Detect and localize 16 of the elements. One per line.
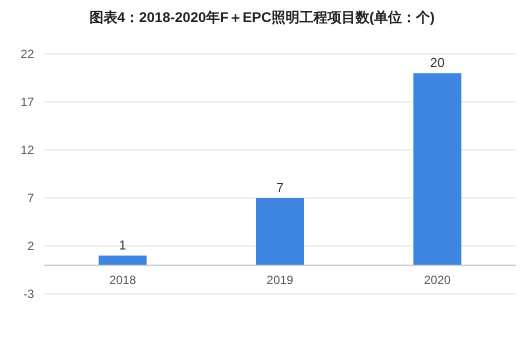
chart-title: 图表4：2018-2020年F＋EPC照明工程项目数(单位：个) [89, 9, 435, 25]
data-label: 1 [119, 238, 126, 253]
bar [256, 198, 304, 266]
y-tick-label: 2 [27, 239, 34, 253]
x-tick-label: 2020 [424, 273, 452, 288]
data-label: 7 [276, 180, 284, 195]
y-tick-label: 17 [20, 95, 34, 109]
bar [98, 256, 147, 266]
y-tick-label: 12 [20, 143, 34, 157]
x-tick-label: 2019 [266, 273, 294, 288]
x-tick-label: 2018 [109, 273, 136, 288]
y-tick-label: 7 [27, 191, 34, 205]
y-tick-label: 22 [20, 47, 34, 61]
y-tick-label: -3 [23, 287, 34, 301]
data-label: 20 [430, 55, 445, 70]
bar [413, 73, 462, 266]
